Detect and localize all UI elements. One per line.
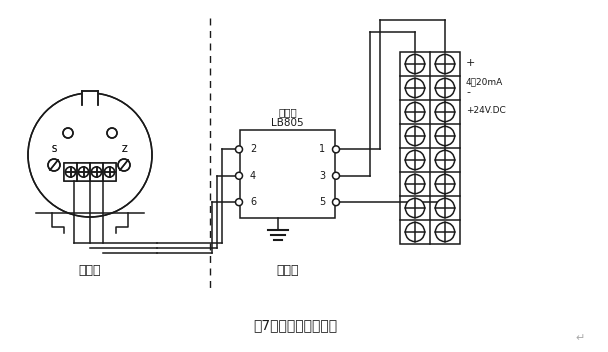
- Bar: [64, 213, 116, 227]
- Bar: [64, 163, 116, 181]
- Circle shape: [435, 78, 455, 98]
- Circle shape: [406, 126, 424, 146]
- Circle shape: [235, 172, 243, 179]
- Circle shape: [435, 174, 455, 194]
- Circle shape: [105, 167, 114, 177]
- Text: 4～20mA: 4～20mA: [466, 77, 503, 87]
- Circle shape: [406, 102, 424, 121]
- Bar: [64, 163, 116, 181]
- Circle shape: [235, 199, 243, 206]
- Circle shape: [435, 150, 455, 170]
- Circle shape: [435, 55, 455, 74]
- Text: LB805: LB805: [271, 118, 304, 128]
- Text: S: S: [51, 145, 57, 155]
- Circle shape: [235, 146, 243, 153]
- Circle shape: [406, 174, 424, 194]
- Circle shape: [66, 167, 75, 177]
- Circle shape: [78, 167, 89, 177]
- Bar: [400, 52, 460, 244]
- Text: +: +: [466, 58, 475, 68]
- Text: 图7本安防爆型接线图: 图7本安防爆型接线图: [253, 318, 337, 332]
- Circle shape: [435, 222, 455, 241]
- Circle shape: [105, 167, 114, 177]
- Text: 危险区: 危险区: [79, 264, 102, 277]
- Text: ↵: ↵: [575, 333, 585, 343]
- Text: 3: 3: [319, 171, 325, 181]
- Bar: [82, 91, 98, 107]
- Circle shape: [66, 167, 75, 177]
- Circle shape: [435, 102, 455, 121]
- Text: 2: 2: [250, 144, 256, 155]
- Text: 6: 6: [250, 197, 256, 207]
- Circle shape: [78, 167, 89, 177]
- Circle shape: [406, 150, 424, 170]
- Text: Z: Z: [121, 145, 127, 155]
- Circle shape: [91, 167, 102, 177]
- Circle shape: [406, 55, 424, 74]
- Circle shape: [435, 126, 455, 146]
- Circle shape: [28, 93, 152, 217]
- Text: 5: 5: [319, 197, 325, 207]
- Circle shape: [406, 78, 424, 98]
- Text: Z: Z: [121, 145, 127, 155]
- Circle shape: [406, 199, 424, 218]
- Text: 1: 1: [319, 144, 325, 155]
- Bar: [240, 130, 335, 218]
- Text: S: S: [51, 145, 57, 155]
- Text: 安全栅: 安全栅: [278, 107, 297, 117]
- Text: -: -: [466, 87, 470, 96]
- Circle shape: [91, 167, 102, 177]
- Circle shape: [333, 146, 339, 153]
- Text: 4: 4: [250, 171, 256, 181]
- Circle shape: [333, 172, 339, 179]
- Text: 安全区: 安全区: [276, 264, 299, 277]
- Circle shape: [435, 199, 455, 218]
- Bar: [82, 91, 98, 107]
- Circle shape: [333, 199, 339, 206]
- Text: +24V.DC: +24V.DC: [466, 106, 506, 115]
- Circle shape: [406, 222, 424, 241]
